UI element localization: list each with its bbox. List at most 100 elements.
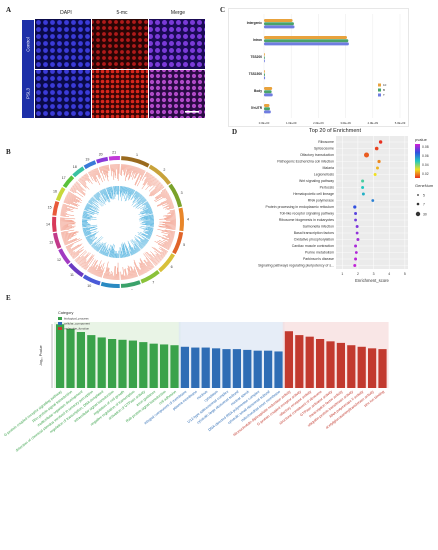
- methylation-red-track: [78, 179, 87, 188]
- methylation-red-track: [154, 257, 160, 263]
- methylation-blue-track: [139, 207, 152, 213]
- methylation-blue-track: [100, 190, 104, 194]
- methylation-red-track: [60, 225, 76, 228]
- chromosome-band-10: [82, 274, 101, 286]
- methylation-blue-track: [122, 186, 124, 192]
- d-dot: [371, 199, 375, 202]
- methylation-blue-track: [110, 186, 113, 196]
- methylation-blue-track: [143, 231, 152, 236]
- column-header-merge: Merge: [170, 10, 186, 16]
- methylation-red-track: [137, 168, 141, 175]
- d-dot: [374, 146, 379, 151]
- chromosome-label-13: 13: [49, 241, 53, 245]
- methylation-blue-track: [125, 186, 127, 192]
- methylation-blue-track: [88, 236, 98, 244]
- methylation-red-track: [164, 217, 176, 219]
- methylation-red-track: [134, 169, 142, 185]
- methylation-red-track: [64, 238, 78, 244]
- e-bar: [368, 348, 377, 388]
- c-bar: [264, 73, 265, 77]
- methylation-red-track: [83, 174, 90, 183]
- c-category-label: TSS200: [250, 55, 262, 59]
- methylation-blue-track: [148, 230, 153, 233]
- microscopy-image-grid: [35, 19, 205, 118]
- methylation-blue-track: [87, 236, 96, 242]
- methylation-red-track: [145, 251, 158, 265]
- methylation-blue-track: [103, 189, 108, 199]
- methylation-blue-track: [121, 186, 123, 193]
- d-category-label: Spliceosome: [314, 147, 334, 151]
- methylation-red-track: [80, 260, 87, 267]
- methylation-red-track: [68, 191, 81, 200]
- genecount-legend-dot-large: [415, 211, 421, 217]
- methylation-red-track: [60, 212, 68, 214]
- d-category-label: Parkinson's disease: [303, 257, 334, 261]
- chromosome-band-7: [140, 269, 160, 284]
- panel-c-region-bar-chart: IntergenicIntronTSS200TSS1500Body5'nUTR …: [228, 8, 409, 127]
- chromosome-label-5: 5: [183, 243, 185, 247]
- c-bar: [264, 107, 270, 111]
- c-bar: [264, 53, 265, 56]
- chromosome-band-4: [178, 207, 184, 232]
- methylation-blue-track: [86, 203, 97, 210]
- panel-e-go-bar-chart: -log₁₀ Pvalue G-protein coupled receptor…: [4, 311, 389, 453]
- e-bar: [284, 331, 293, 388]
- c-xtick-label: 5.0E+09: [395, 121, 406, 125]
- methylation-red-track: [89, 260, 97, 273]
- methylation-red-track: [167, 235, 174, 238]
- methylation-red-track: [156, 191, 168, 199]
- methylation-blue-track: [96, 192, 106, 205]
- genecount-legend-dot-mid: [416, 202, 420, 206]
- c-bar: [264, 39, 349, 43]
- methylation-blue-track: [134, 244, 140, 252]
- methylation-blue-track: [141, 240, 147, 245]
- methylation-blue-track: [131, 191, 137, 200]
- chromosome-band-18: [72, 166, 85, 178]
- methylation-red-track: [156, 235, 173, 242]
- methylation-red-track: [122, 267, 125, 280]
- methylation-blue-track: [84, 232, 92, 236]
- methylation-red-track: [62, 203, 78, 210]
- methylation-blue-track: [90, 198, 99, 206]
- methylation-blue-track: [132, 193, 140, 203]
- methylation-blue-track: [147, 231, 153, 233]
- methylation-blue-track: [138, 209, 152, 215]
- methylation-red-track: [123, 164, 125, 172]
- methylation-red-track: [165, 236, 174, 240]
- methylation-red-track: [155, 190, 168, 199]
- methylation-red-track: [110, 273, 112, 280]
- methylation-blue-track: [110, 243, 114, 258]
- methylation-blue-track: [136, 248, 139, 252]
- methylation-red-track: [148, 184, 163, 197]
- methylation-blue-track: [124, 243, 129, 257]
- methylation-red-track: [92, 169, 101, 186]
- d-category-label: Ribosome biogenesis in eukaryotes: [279, 218, 335, 222]
- methylation-blue-track: [84, 208, 88, 210]
- methylation-red-track: [133, 262, 140, 276]
- methylation-blue-track: [146, 228, 154, 230]
- methylation-blue-track: [133, 192, 139, 199]
- methylation-red-track: [154, 182, 161, 188]
- methylation-red-track: [74, 183, 83, 191]
- methylation-blue-track: [96, 245, 102, 252]
- methylation-red-track: [154, 250, 164, 259]
- methylation-blue-track: [104, 252, 107, 256]
- methylation-red-track: [61, 231, 78, 236]
- methylation-red-track: [73, 184, 86, 195]
- methylation-red-track: [80, 177, 87, 185]
- chromosome-label-16: 16: [53, 190, 57, 194]
- image-control-merge: [149, 19, 205, 69]
- methylation-red-track: [148, 181, 160, 192]
- methylation-blue-track: [94, 194, 100, 201]
- category-legend-title: Category: [58, 311, 74, 315]
- methylation-red-track: [160, 254, 165, 258]
- methylation-blue-track: [128, 189, 135, 200]
- d-dot: [355, 231, 359, 235]
- c-bar: [264, 76, 266, 80]
- pvalue-tick-2: 0.04: [422, 163, 429, 167]
- e-bar: [160, 344, 169, 388]
- chromosome-label-20: 20: [99, 152, 103, 156]
- methylation-blue-track: [143, 238, 149, 243]
- methylation-blue-track: [129, 250, 132, 256]
- pvalue-tick-3: 0.02: [422, 172, 429, 176]
